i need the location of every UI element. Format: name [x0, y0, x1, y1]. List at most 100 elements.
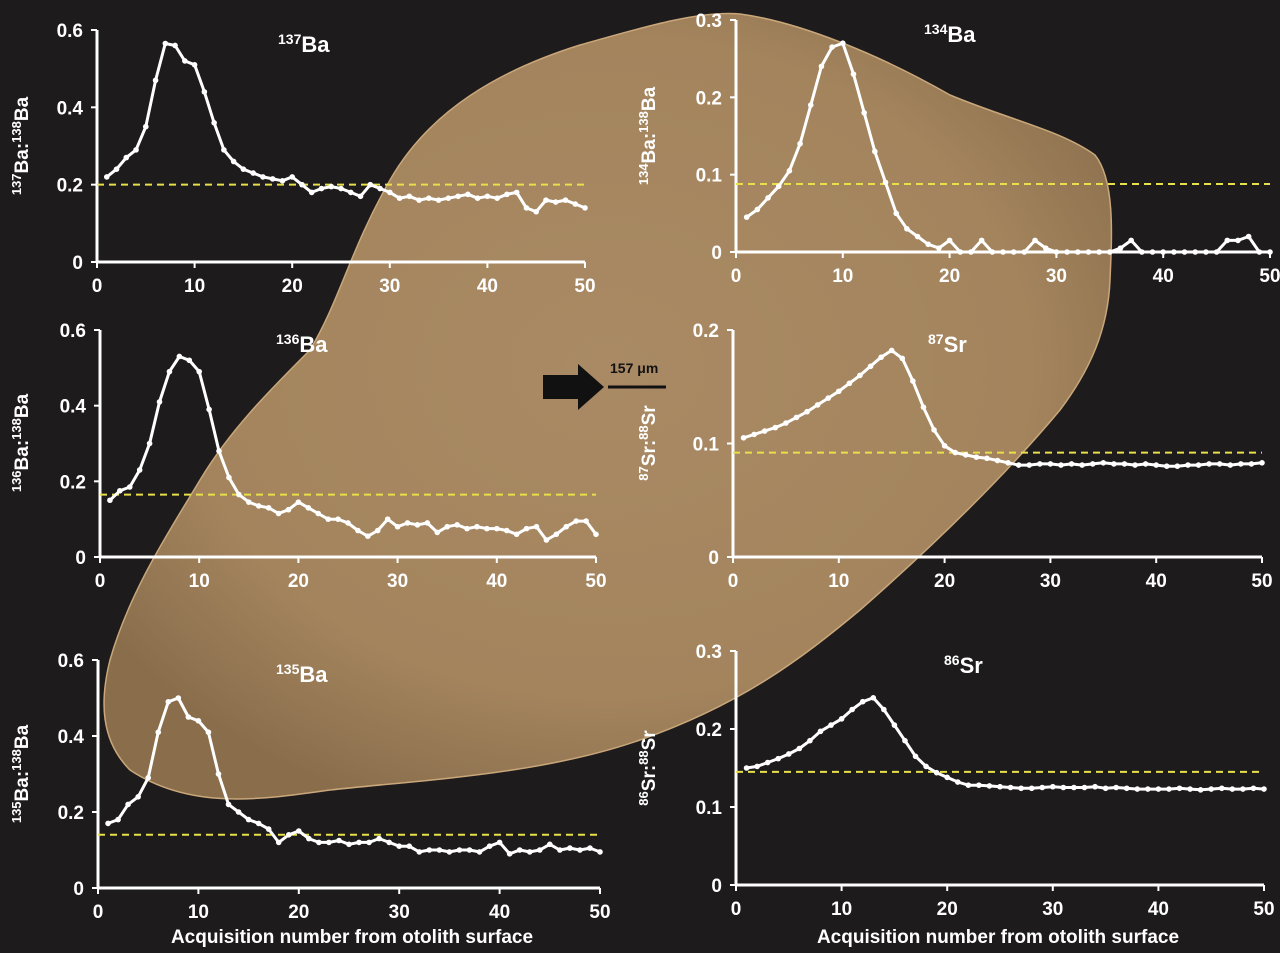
y-tick-label: 0 — [708, 548, 719, 569]
data-point — [547, 841, 553, 848]
data-point — [577, 847, 583, 853]
series-line — [107, 696, 601, 856]
data-point — [786, 168, 793, 174]
data-point — [814, 402, 821, 408]
title-element: Ba — [301, 32, 330, 57]
data-point — [396, 843, 403, 849]
y-label-sup: 86 — [636, 791, 651, 805]
title-element: Ba — [947, 22, 976, 47]
data-point — [797, 140, 803, 147]
data-point — [962, 452, 969, 458]
y-tick-label: 0.2 — [696, 88, 722, 109]
data-point — [152, 77, 159, 84]
data-point — [986, 783, 993, 789]
data-point — [1153, 462, 1159, 468]
y-tick-label: 0.6 — [58, 651, 84, 672]
data-point — [201, 89, 208, 95]
data-point — [513, 531, 520, 538]
data-point — [994, 457, 1001, 464]
chart-title: 87Sr — [928, 331, 967, 357]
data-point — [563, 523, 570, 530]
data-point — [245, 816, 252, 823]
chart-ba135: 00.20.40.60 10 20 30 40 50135Ba135Ba:138BaAcq… — [9, 651, 611, 948]
data-point — [226, 474, 232, 481]
data-point — [523, 525, 530, 532]
data-point — [562, 197, 569, 203]
data-point — [829, 44, 835, 50]
data-point — [743, 765, 750, 771]
data-point — [899, 355, 906, 362]
data-point — [573, 518, 579, 524]
data-point — [957, 249, 964, 255]
data-point — [1142, 461, 1149, 467]
data-point — [557, 847, 563, 853]
title-isotope-mass: 86 — [944, 652, 960, 668]
data-point — [936, 245, 942, 251]
data-point — [205, 729, 212, 735]
data-point — [240, 166, 247, 172]
data-point — [859, 698, 866, 705]
data-point — [954, 779, 961, 785]
data-point — [920, 404, 927, 410]
x-tick-label: 50 — [585, 571, 606, 592]
x-tick-label: 40 — [489, 902, 510, 923]
data-point — [1113, 784, 1119, 791]
data-point — [1245, 233, 1252, 240]
data-point — [1068, 461, 1075, 467]
data-point — [1092, 783, 1098, 790]
data-point — [754, 206, 761, 213]
y-tick-label: 0.2 — [693, 321, 719, 342]
data-point — [775, 183, 782, 190]
data-point — [786, 751, 792, 757]
data-point — [305, 505, 312, 511]
data-point — [1123, 785, 1130, 792]
y-tick-label: 0 — [711, 876, 722, 897]
data-point — [416, 197, 422, 203]
data-point — [444, 523, 451, 530]
data-point — [496, 839, 503, 846]
x-tick-label: 10 — [832, 266, 853, 287]
data-point — [216, 448, 222, 454]
data-point — [1250, 785, 1257, 792]
data-point — [828, 722, 834, 728]
x-tick-label: 20 — [282, 276, 303, 297]
data-point — [113, 166, 120, 172]
x-tick-label: 30 — [379, 276, 400, 297]
data-point — [107, 497, 113, 504]
x-tick-label: 40 — [1146, 571, 1167, 592]
data-point — [211, 120, 217, 126]
y-tick-label: 0.3 — [696, 11, 722, 32]
data-point — [156, 399, 163, 405]
data-point — [347, 189, 354, 196]
data-point — [1163, 463, 1170, 470]
data-point — [976, 782, 982, 788]
y-label-sup: 135 — [9, 801, 24, 823]
y-tick-label: 0 — [711, 243, 722, 264]
data-point — [1160, 249, 1166, 255]
data-point — [250, 170, 256, 176]
data-point — [1026, 462, 1033, 468]
data-point — [587, 845, 593, 851]
data-point — [978, 237, 985, 244]
data-point — [1216, 461, 1223, 467]
scale-arrow — [543, 364, 604, 410]
data-point — [386, 839, 392, 846]
data-point — [1081, 784, 1088, 791]
x-tick-label: 30 — [1046, 266, 1067, 287]
data-point — [191, 62, 198, 68]
x-tick-label: 0 — [95, 571, 106, 592]
data-point — [143, 123, 149, 130]
data-point — [1134, 786, 1141, 792]
data-point — [1203, 249, 1209, 255]
data-point — [1089, 461, 1096, 467]
x-tick-label: 20 — [934, 571, 955, 592]
data-point — [225, 801, 232, 808]
data-point — [807, 737, 813, 744]
data-point — [997, 783, 1003, 790]
y-tick-label: 0.2 — [57, 176, 83, 197]
y-tick-label: 0.1 — [696, 798, 723, 819]
x-tick-label: 50 — [1251, 571, 1272, 592]
data-point — [1117, 245, 1124, 251]
data-point — [1032, 237, 1038, 244]
